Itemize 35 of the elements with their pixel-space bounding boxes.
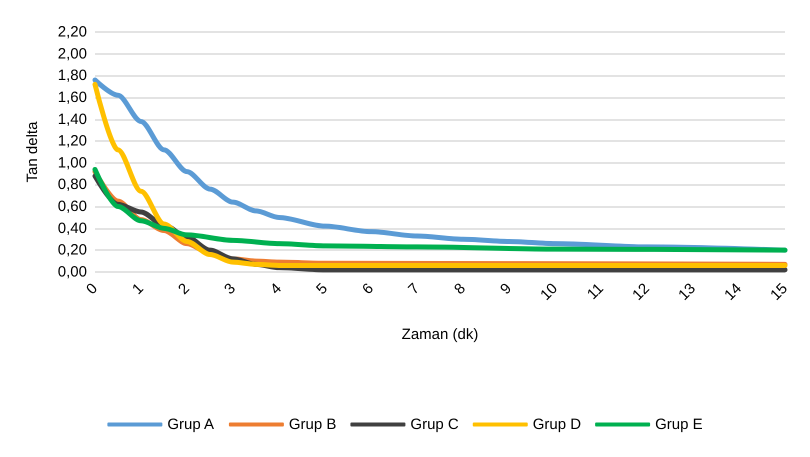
x-tick-label: 9 [497,280,516,298]
y-tick-label: 0,40 [58,220,87,237]
x-tick-label: 5 [313,280,332,298]
y-tick-label: 1,00 [58,154,87,172]
y-tick-label: 0,00 [58,264,87,280]
legend-label: Grup A [167,416,214,433]
x-tick-label: 8 [451,280,470,298]
y-axis-title: Tan delta [24,120,41,182]
x-axis-title: Zaman (dk) [402,326,478,343]
x-tick-label: 14 [721,280,746,304]
x-tick-label: 10 [537,280,562,304]
legend-label: Grup D [532,416,582,433]
legend-label: Grup B [288,416,336,433]
x-tick-label: 1 [129,280,148,298]
x-tick-label: 4 [267,280,286,298]
x-tick-label: 6 [359,280,378,298]
x-tick-label: 7 [405,280,424,298]
x-tick-label: 3 [221,280,240,298]
legend-label: Grup C [410,416,459,433]
x-tick-label: 11 [584,280,608,304]
x-tick-label: 13 [675,280,700,304]
x-tick-label: 2 [175,280,194,298]
y-tick-label: 1,80 [58,67,87,84]
y-tick-label: 2,20 [58,24,87,40]
legend-label: Grup E [655,416,703,433]
x-tick-label: 12 [629,280,654,304]
y-tick-label: 1,60 [58,88,87,106]
y-tick-label: 2,00 [58,45,87,62]
x-tick-label: 15 [767,280,792,304]
y-tick-label: 0,20 [58,242,87,259]
y-tick-label: 1,20 [58,132,87,150]
x-tick-label: 0 [83,280,102,298]
y-tick-label: 1,40 [58,110,87,128]
y-tick-label: 0,80 [58,176,87,194]
y-tick-label: 0,60 [58,198,87,216]
